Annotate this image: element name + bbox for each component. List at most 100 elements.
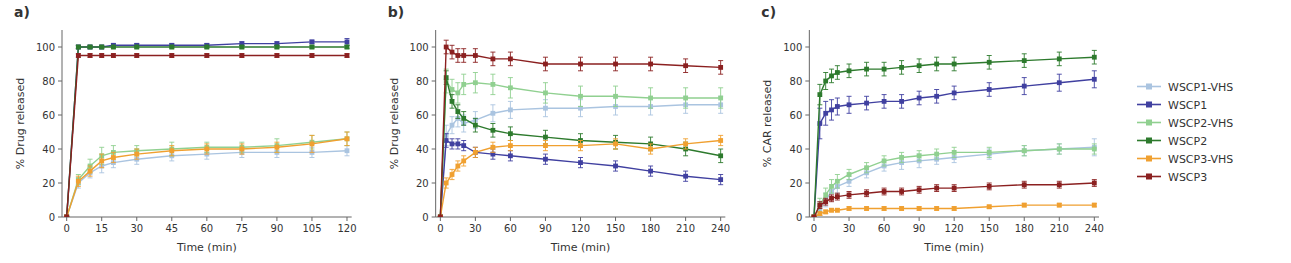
y-tick-label: 40 [416, 144, 429, 155]
error-bar [450, 139, 455, 149]
error-bar [134, 149, 139, 159]
series: WSCP1 [812, 71, 1097, 217]
error-bar [829, 180, 834, 194]
data-point [847, 172, 852, 177]
data-point [64, 215, 69, 217]
error-bar [1057, 74, 1062, 91]
error-bar [835, 209, 840, 212]
data-point [455, 91, 460, 96]
error-bar [239, 54, 244, 57]
data-point [461, 116, 466, 121]
error-bar [882, 62, 887, 76]
x-tick [615, 217, 616, 221]
data-point [829, 208, 834, 213]
series: WSCP3 [64, 53, 349, 217]
error-bar [987, 205, 992, 208]
data-point [1092, 203, 1097, 208]
x-tick [849, 217, 850, 221]
series-line [814, 205, 1094, 217]
error-bar [490, 74, 495, 94]
error-bar [455, 139, 460, 149]
x-tick [545, 217, 546, 221]
error-bar [835, 66, 840, 80]
data-point [987, 204, 992, 209]
error-bar [817, 212, 822, 215]
error-bar [683, 139, 688, 149]
error-bar [987, 147, 992, 157]
error-bar [718, 149, 723, 163]
y-axis-label: % Drug released [388, 78, 401, 170]
data-point [987, 184, 992, 189]
series: WSCP1-VHS [64, 146, 349, 217]
plot-area: WSCP1-VHSWSCP1WSCP2-VHSWSCP2WSCP3-VHSWSC… [64, 39, 349, 218]
data-point [1092, 147, 1097, 152]
y-tick [805, 217, 809, 218]
data-point [812, 215, 817, 217]
error-bar [917, 59, 922, 73]
series-line [67, 139, 347, 217]
error-bar [1022, 203, 1027, 206]
data-point [473, 80, 478, 85]
x-tick [954, 217, 955, 221]
error-bar [934, 57, 939, 71]
error-bar [917, 91, 922, 105]
error-bar [934, 90, 939, 104]
series-line [814, 79, 1094, 217]
data-point [204, 147, 209, 152]
series: WSCP2-VHS [438, 69, 723, 217]
error-bar [578, 141, 583, 151]
error-bar [864, 62, 869, 76]
error-bar [613, 161, 618, 171]
error-bar [99, 45, 104, 48]
data-point [169, 53, 174, 58]
data-point [1057, 147, 1062, 152]
x-tick-label: 45 [165, 223, 178, 234]
error-bar [613, 57, 618, 71]
error-bar [274, 142, 279, 152]
data-point [239, 147, 244, 152]
data-point [111, 45, 116, 50]
data-point [1057, 182, 1062, 187]
data-point [899, 155, 904, 160]
error-bar [823, 193, 828, 207]
data-point [917, 206, 922, 211]
error-bar [899, 152, 904, 162]
x-tick [241, 217, 242, 221]
error-bar [508, 52, 513, 66]
y-tick-label: 80 [416, 76, 429, 87]
series-line [67, 151, 347, 217]
error-bar [455, 49, 460, 63]
error-bar [99, 154, 104, 168]
error-bar [461, 112, 466, 126]
series: WSCP3-VHS [438, 135, 723, 217]
error-bar [169, 146, 174, 156]
data-point [812, 215, 817, 217]
error-bar [934, 207, 939, 210]
data-point [508, 153, 513, 158]
x-tick [510, 217, 511, 221]
data-point [543, 157, 548, 162]
data-point [543, 143, 548, 148]
error-bar [76, 45, 81, 48]
error-bar [648, 88, 653, 108]
data-point [1057, 147, 1062, 152]
error-bar [450, 45, 455, 59]
y-tick [805, 149, 809, 150]
data-point [952, 206, 957, 211]
data-point [169, 148, 174, 153]
data-point [111, 53, 116, 58]
data-point [88, 45, 93, 50]
error-bar [450, 117, 455, 134]
error-bar [344, 45, 349, 48]
y-axis-line [62, 30, 63, 217]
x-tick-label: 30 [843, 223, 856, 234]
data-point [204, 45, 209, 50]
data-point [275, 45, 280, 50]
error-bar [274, 139, 279, 153]
y-tick-label: 60 [790, 110, 803, 121]
error-bar [1092, 144, 1097, 154]
x-tick [475, 217, 476, 221]
series-line [440, 78, 720, 217]
y-tick [432, 115, 436, 116]
data-point [648, 96, 653, 101]
